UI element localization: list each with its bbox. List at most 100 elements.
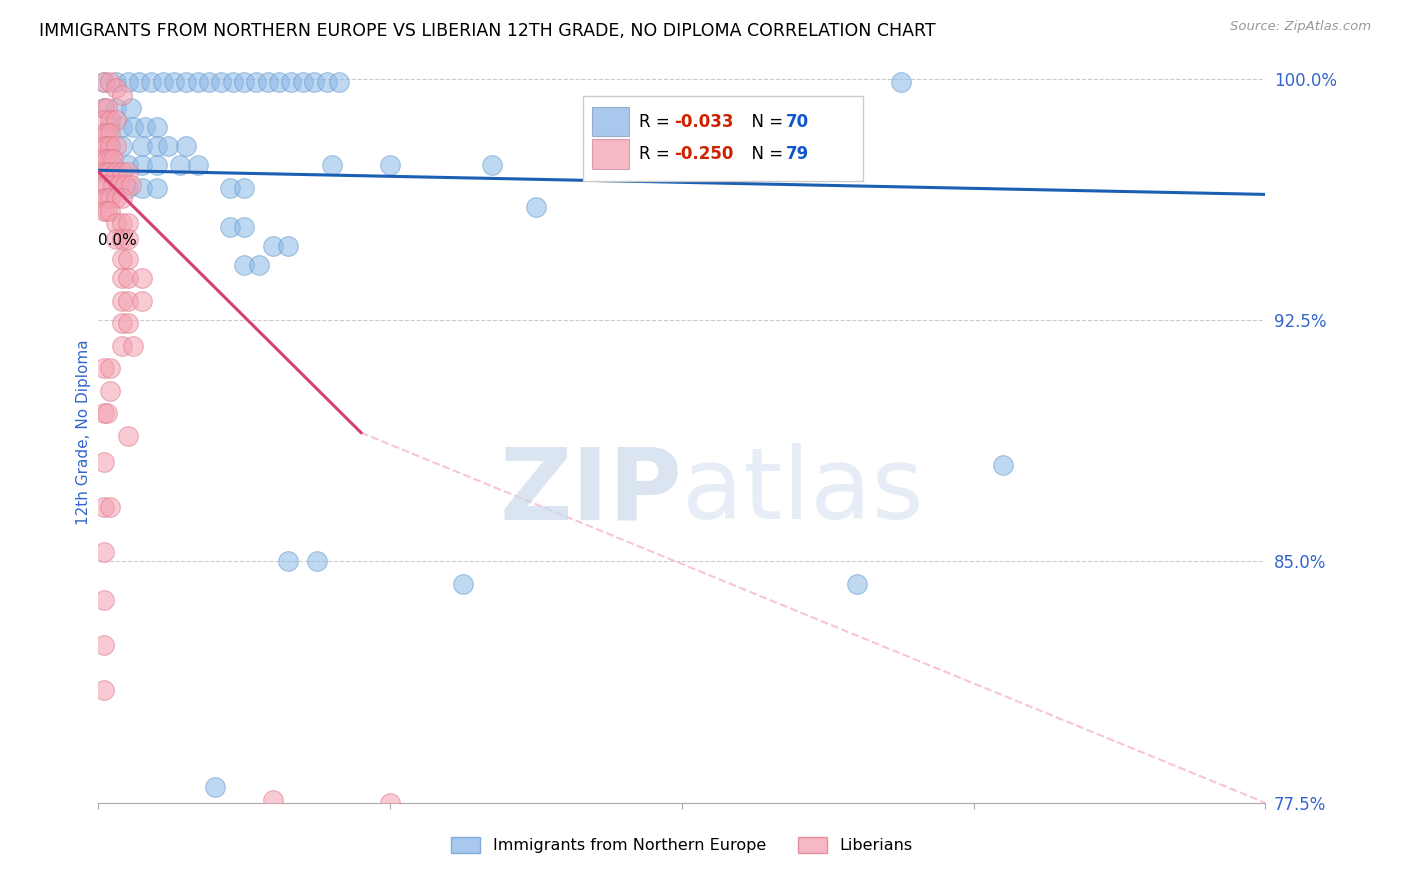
Point (93, 113, 115, 128)
Point (98, 191, 121, 205)
Point (117, 429, 139, 443)
Point (157, 139, 180, 153)
Point (139, 75, 162, 89)
Point (96, 101, 118, 115)
Point (198, 75, 221, 89)
Point (111, 293, 134, 308)
Point (93, 454, 115, 468)
FancyBboxPatch shape (582, 95, 863, 181)
Text: Source: ZipAtlas.com: Source: ZipAtlas.com (1230, 20, 1371, 33)
Point (328, 75, 350, 89)
Point (93, 361, 115, 376)
Point (146, 139, 169, 153)
Point (380, 796, 402, 810)
Point (98, 120, 121, 134)
Point (233, 258, 256, 272)
Point (93, 152, 115, 166)
Point (280, 75, 302, 89)
Point (93, 593, 115, 607)
Point (96, 178, 118, 192)
Text: 70: 70 (786, 112, 808, 130)
Text: -0.250: -0.250 (673, 145, 733, 163)
Point (111, 252, 134, 266)
Point (98, 361, 121, 376)
Point (111, 271, 134, 285)
Point (96, 191, 118, 205)
Point (104, 101, 127, 115)
Point (93, 683, 115, 698)
Point (128, 75, 150, 89)
Point (262, 239, 284, 253)
Point (117, 165, 139, 179)
Point (98, 152, 121, 166)
Text: 0.0%: 0.0% (98, 233, 138, 248)
Point (481, 158, 503, 172)
Text: ZIP: ZIP (499, 443, 682, 541)
Point (93, 638, 115, 652)
Point (104, 216, 127, 230)
Point (233, 181, 256, 195)
Point (98, 165, 121, 179)
Point (245, 75, 267, 89)
Point (117, 293, 139, 308)
Point (846, 577, 869, 591)
Text: N =: N = (741, 112, 789, 130)
Text: R =: R = (638, 145, 675, 163)
Point (117, 252, 139, 266)
Point (98, 139, 121, 153)
Point (131, 271, 153, 285)
Point (111, 165, 134, 179)
Point (233, 75, 256, 89)
Point (111, 87, 134, 102)
Point (221, 75, 243, 89)
Point (111, 216, 134, 230)
Point (104, 165, 127, 179)
Text: IMMIGRANTS FROM NORTHERN EUROPE VS LIBERIAN 12TH GRADE, NO DIPLOMA CORRELATION C: IMMIGRANTS FROM NORTHERN EUROPE VS LIBER… (39, 22, 936, 40)
Point (93, 178, 115, 192)
Point (380, 158, 402, 172)
Point (104, 232, 127, 246)
Point (277, 239, 299, 253)
Point (291, 75, 314, 89)
Point (256, 75, 278, 89)
Point (101, 178, 124, 192)
Point (93, 101, 115, 115)
Text: R =: R = (638, 112, 675, 130)
Point (117, 75, 139, 89)
Point (117, 158, 139, 172)
Point (174, 75, 197, 89)
Point (152, 75, 174, 89)
Point (163, 75, 186, 89)
Point (114, 178, 136, 192)
Point (108, 178, 131, 192)
Point (117, 216, 139, 230)
Point (104, 191, 127, 205)
Point (93, 203, 115, 218)
Point (120, 178, 142, 192)
Point (96, 165, 118, 179)
Point (98, 126, 121, 140)
Point (111, 339, 134, 353)
Point (93, 139, 115, 153)
Point (598, 158, 620, 172)
Point (93, 75, 115, 89)
Point (262, 792, 284, 806)
Point (146, 120, 169, 134)
Point (451, 577, 474, 591)
Point (174, 139, 197, 153)
Point (93, 165, 115, 179)
Point (96, 126, 118, 140)
Point (98, 113, 121, 128)
Point (277, 554, 299, 568)
FancyBboxPatch shape (592, 139, 630, 169)
Point (98, 500, 121, 514)
Point (96, 139, 118, 153)
Text: 79: 79 (786, 145, 808, 163)
Point (991, 458, 1014, 472)
Point (131, 181, 153, 195)
Point (122, 339, 145, 353)
Text: N =: N = (741, 145, 789, 163)
Point (187, 75, 209, 89)
Legend: Immigrants from Northern Europe, Liberians: Immigrants from Northern Europe, Liberia… (443, 829, 921, 862)
Point (117, 316, 139, 330)
